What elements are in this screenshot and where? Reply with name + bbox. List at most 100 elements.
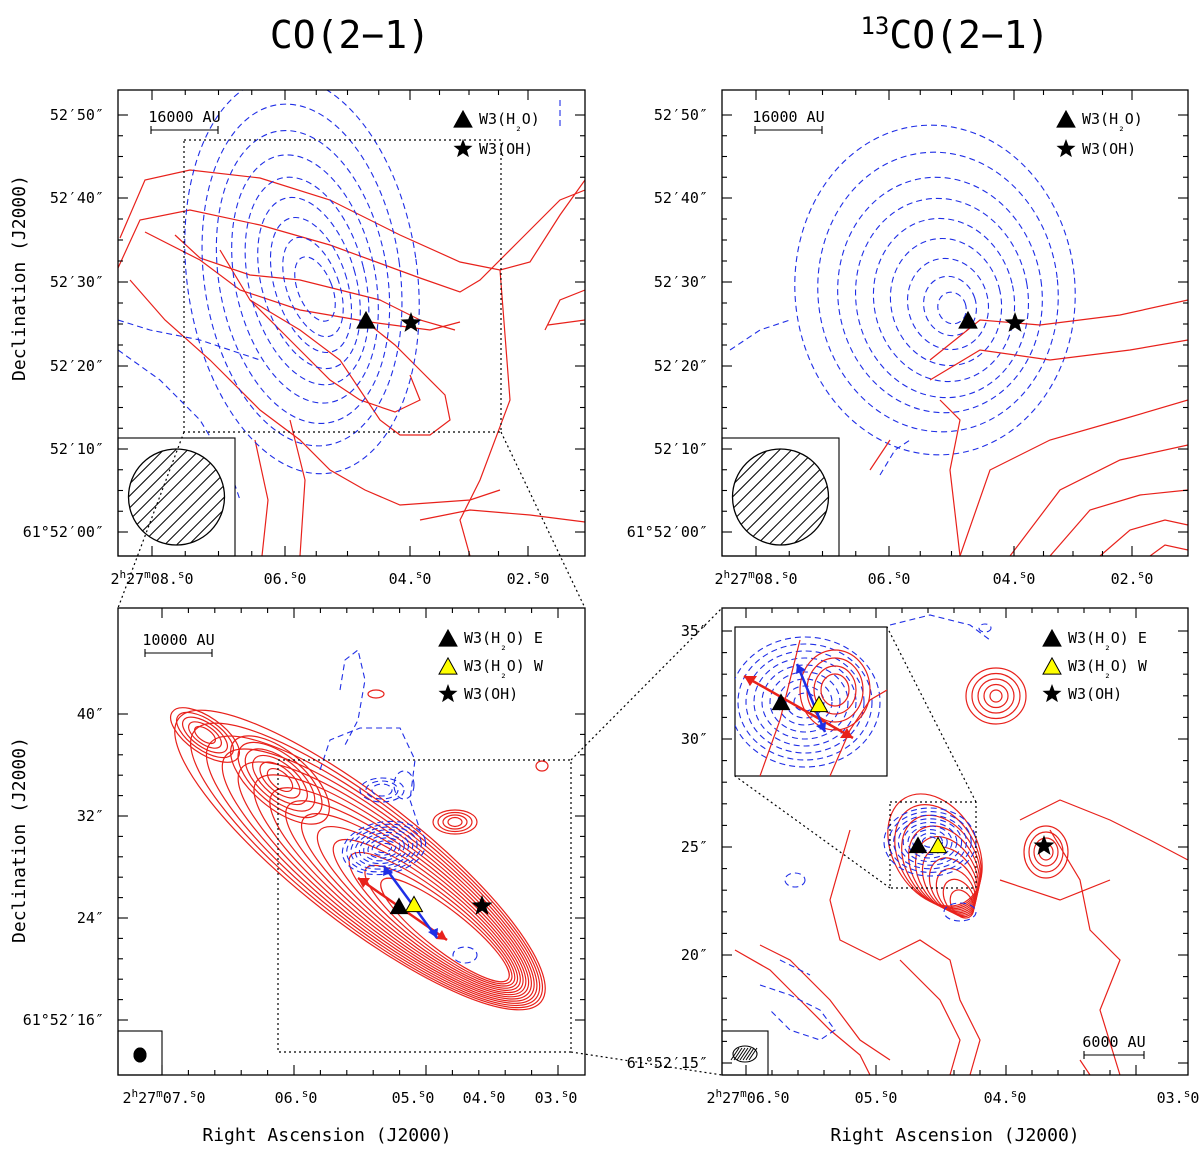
- red-contour: [182, 716, 228, 754]
- red-contour: [829, 829, 981, 1075]
- blue-contour: [745, 650, 865, 754]
- blue-contour: [759, 984, 836, 1041]
- panel-top-left: W3(H₂O) W3(OH) 16000 AU 2h27m08.s0 06.s0 04.s…: [9, 13, 586, 589]
- zoom-box: [889, 801, 977, 889]
- legend-yellow-triangle-icon: [438, 656, 458, 675]
- red-contour: [799, 649, 871, 731]
- w3-oh-star-icon: [471, 895, 493, 915]
- red-contour: [316, 825, 521, 991]
- y-tick-label: 32″: [77, 807, 104, 825]
- y-tick-label: 61°52′15″: [627, 1054, 708, 1072]
- blue-contour: [761, 664, 849, 740]
- scale-bar-label: 16000 AU: [752, 108, 824, 126]
- blue-contour: [943, 902, 977, 922]
- beam-ellipse: [731, 448, 830, 546]
- beam-ellipse: [127, 448, 226, 546]
- w3-oh-star-icon: [1004, 312, 1026, 332]
- blue-outflow-arrow: [795, 663, 827, 733]
- x-tick-label: 2h27m07.s0: [122, 1087, 205, 1108]
- y-tick-label: 40″: [77, 705, 104, 723]
- red-contour: [869, 439, 891, 471]
- red-contour: [174, 709, 546, 1011]
- x-tick-label: 06.s0: [264, 568, 307, 589]
- red-contour: [249, 299, 421, 413]
- blue-arrowhead-icon: [383, 866, 393, 876]
- legend-yellow-triangle-icon: [1042, 656, 1062, 675]
- blue-contour: [452, 946, 478, 964]
- red-contour: [939, 399, 961, 556]
- zoom-box: [183, 139, 502, 433]
- blue-contour: [371, 840, 397, 856]
- red-contour: [269, 787, 530, 998]
- x-tick-label: 03.s0: [1157, 1087, 1200, 1108]
- y-tick-label: 52′30″: [50, 273, 104, 291]
- red-contour: [252, 754, 308, 806]
- x-tick-label: 2h27m08.s0: [110, 568, 193, 589]
- y-tick-label: 52′10″: [654, 440, 708, 458]
- w3-h2o-e-triangle-icon: [389, 897, 409, 915]
- blue-contour: [794, 124, 1076, 456]
- red-contour: [119, 169, 585, 271]
- red-contour: [977, 678, 1015, 714]
- y-tick-label: 61°52′00″: [627, 523, 708, 541]
- red-contour: [188, 721, 222, 749]
- red-contour: [535, 760, 549, 772]
- beam-hatch: [736, 1047, 746, 1061]
- red-contour: [899, 959, 961, 1075]
- plot-frame: [117, 89, 586, 557]
- panel-bottom-left: W3(H₂O) E W3(H₂O) W W3(OH) 10000 AU 2h27m07.…: [9, 607, 586, 1146]
- panel-title: 13CO(2−1): [860, 12, 1049, 57]
- w3-h2o-e-triangle-icon: [908, 836, 928, 854]
- scale-bar-label: 10000 AU: [142, 631, 214, 649]
- red-contour: [971, 672, 1021, 720]
- plot-frame: [721, 89, 1189, 557]
- beam-hatch: [748, 1047, 758, 1061]
- blue-contour: [883, 807, 977, 877]
- red-contour: [219, 249, 451, 436]
- blue-contour: [319, 727, 421, 831]
- red-contour: [1023, 825, 1069, 879]
- red-contour: [380, 877, 510, 983]
- blue-contour: [769, 671, 841, 733]
- x-tick-label: 04.s0: [463, 1087, 506, 1108]
- red-contour: [174, 234, 456, 331]
- blue-contour: [215, 129, 391, 425]
- legend-label: W3(H₂O): [1082, 110, 1143, 134]
- red-contour: [367, 689, 385, 699]
- y-tick-label: 52′50″: [654, 106, 708, 124]
- red-contour: [544, 289, 585, 331]
- red-contour: [734, 949, 871, 1075]
- red-contour: [1033, 837, 1059, 867]
- blue-contour: [346, 823, 422, 873]
- scale-bar-label: 16000 AU: [148, 108, 220, 126]
- red-contour: [144, 231, 461, 331]
- blue-contour: [363, 834, 405, 862]
- red-contour: [1009, 444, 1188, 556]
- blue-contour: [897, 818, 963, 866]
- blue-contour: [294, 256, 336, 322]
- w3-h2o-triangle-icon: [958, 310, 978, 329]
- blue-contour: [753, 657, 857, 747]
- y-axis-label: Declination (J2000): [9, 175, 30, 381]
- red-arrowhead-icon: [358, 878, 370, 888]
- red-contour: [289, 419, 306, 556]
- blue-contour: [978, 623, 992, 633]
- blue-contour: [893, 814, 967, 870]
- blue-contour: [837, 176, 1043, 414]
- red-contour: [432, 809, 478, 835]
- legend-black-triangle-icon: [1042, 628, 1062, 647]
- legend-black-triangle-icon: [1056, 109, 1076, 128]
- y-tick-label: 61°52′00″: [23, 523, 104, 541]
- red-contour: [266, 767, 294, 793]
- red-contour: [419, 509, 585, 523]
- red-contour: [547, 319, 585, 326]
- red-arrowhead-icon: [436, 930, 447, 940]
- red-contour: [221, 748, 538, 1004]
- blue-contour: [269, 216, 353, 354]
- legend-label: W3(H₂O): [479, 110, 540, 134]
- inset-w3-h2o-e-triangle-icon: [771, 693, 791, 711]
- x-tick-label: 2h27m06.s0: [706, 1087, 789, 1108]
- red-contour: [237, 741, 323, 819]
- y-tick-label: 52′50″: [50, 106, 104, 124]
- beam-hatch: [730, 1047, 740, 1061]
